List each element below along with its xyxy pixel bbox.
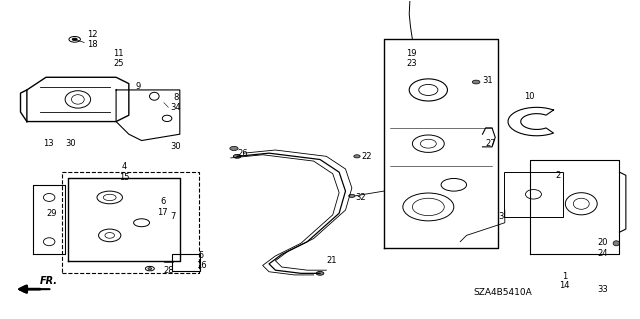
Text: 12
18: 12 18 bbox=[88, 30, 98, 49]
Text: 22: 22 bbox=[362, 152, 372, 161]
Text: FR.: FR. bbox=[40, 276, 58, 286]
Text: 30: 30 bbox=[65, 139, 76, 148]
Text: 20
24: 20 24 bbox=[597, 238, 608, 258]
Text: 9: 9 bbox=[135, 82, 140, 91]
Text: 29: 29 bbox=[46, 209, 56, 218]
Text: 4
15: 4 15 bbox=[119, 162, 130, 182]
Text: 6
17: 6 17 bbox=[157, 197, 168, 217]
Text: 33: 33 bbox=[597, 285, 608, 294]
Text: 11
25: 11 25 bbox=[113, 48, 124, 68]
Text: 21: 21 bbox=[326, 256, 337, 265]
Ellipse shape bbox=[148, 268, 152, 270]
Text: 26: 26 bbox=[237, 149, 248, 158]
Text: 3: 3 bbox=[499, 212, 504, 221]
Text: 2: 2 bbox=[556, 171, 561, 180]
Text: 19
23: 19 23 bbox=[406, 48, 417, 68]
Text: 30: 30 bbox=[170, 142, 181, 151]
Text: 28: 28 bbox=[164, 266, 175, 275]
Text: 8
34: 8 34 bbox=[170, 93, 181, 112]
Ellipse shape bbox=[230, 146, 238, 151]
Ellipse shape bbox=[234, 154, 241, 158]
Ellipse shape bbox=[613, 241, 620, 246]
Text: 5
16: 5 16 bbox=[196, 251, 206, 271]
Ellipse shape bbox=[354, 155, 360, 158]
Text: 14: 14 bbox=[559, 281, 570, 291]
Text: SZA4B5410A: SZA4B5410A bbox=[473, 288, 532, 297]
Text: 7: 7 bbox=[170, 212, 175, 221]
Ellipse shape bbox=[472, 80, 480, 84]
Text: 1: 1 bbox=[562, 272, 568, 281]
Ellipse shape bbox=[72, 38, 77, 41]
Text: 32: 32 bbox=[355, 193, 365, 202]
Text: 31: 31 bbox=[483, 76, 493, 85]
Text: 10: 10 bbox=[524, 92, 534, 101]
Ellipse shape bbox=[349, 194, 355, 197]
Ellipse shape bbox=[316, 271, 324, 275]
Text: 13: 13 bbox=[43, 139, 53, 148]
Text: 27: 27 bbox=[486, 139, 496, 148]
